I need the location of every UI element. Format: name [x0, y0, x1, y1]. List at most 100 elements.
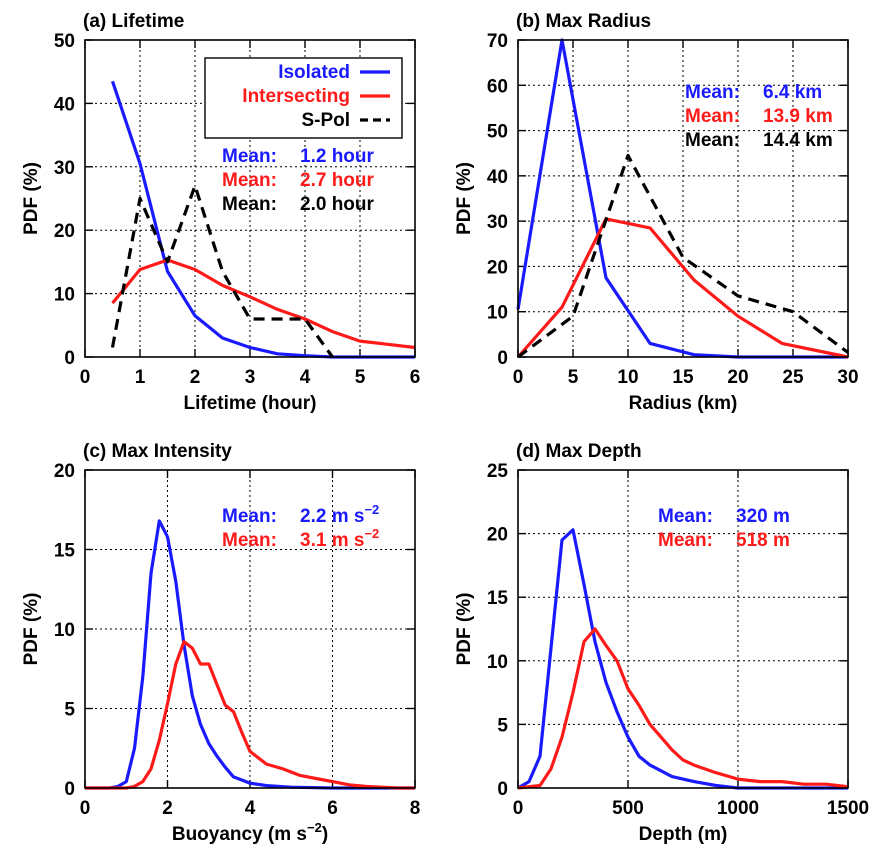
x-tick-label: 30	[837, 367, 858, 388]
x-tick-label: 15	[672, 367, 694, 388]
x-axis-label: Depth (m)	[639, 824, 728, 845]
x-tick-label: 2	[162, 798, 173, 819]
mean-value: 1.2 hour	[300, 146, 375, 167]
x-tick-label: 6	[410, 367, 421, 388]
chart-panel-1: 0 5 10 15 20 25 30 0 10 20 30 40 50 60 70 (b) Max Radiu…	[454, 11, 859, 414]
x-axis-label: Radius (km)	[629, 393, 738, 414]
mean-label: Mean:	[222, 530, 277, 551]
chart-title: (c) Max Intensity	[83, 441, 232, 462]
x-tick-label: 1	[135, 367, 146, 388]
mean-label: Mean:	[685, 130, 740, 151]
x-tick-label: 0	[513, 798, 524, 819]
y-tick-label: 30	[487, 212, 508, 233]
y-tick-label: 60	[487, 76, 508, 97]
plot-frame	[517, 39, 849, 358]
legend: Isolated Intersecting S-Pol	[204, 57, 403, 139]
series-line-isolated	[85, 519, 415, 790]
legend-label: Isolated	[278, 62, 350, 83]
mean-label: Mean:	[658, 530, 713, 551]
y-tick-label: 50	[54, 31, 75, 52]
mean-value: 2.2 m s−2	[300, 502, 379, 527]
y-tick-label: 20	[54, 461, 75, 482]
y-tick-label: 10	[54, 620, 75, 641]
series-line-isolated	[517, 528, 848, 790]
y-axis-label: PDF (%)	[21, 162, 42, 235]
x-tick-label: 2	[190, 367, 201, 388]
x-tick-label: 500	[612, 798, 644, 819]
mean-value: 6.4 km	[763, 82, 822, 103]
y-axis-label: PDF (%)	[454, 593, 475, 666]
y-tick-label: 40	[54, 94, 75, 115]
y-tick-label: 70	[487, 31, 508, 52]
x-tick-label: 6	[327, 798, 338, 819]
plot-frame	[84, 469, 416, 789]
y-tick-label: 25	[487, 461, 509, 482]
mean-label: Mean:	[222, 170, 277, 191]
x-axis-label: Buoyancy (m s−2)	[172, 820, 328, 845]
y-tick-label: 40	[487, 167, 508, 188]
series-line-s-pol	[110, 184, 334, 358]
series-line-intersecting	[85, 640, 415, 790]
y-tick-label: 0	[64, 348, 75, 369]
x-tick-label: 4	[300, 367, 311, 388]
y-tick-label: 30	[54, 158, 75, 179]
chart-panel-3: 0 500 1000 1500 0 5 10 15 20 25 (d) Max Depth Depth…	[454, 441, 869, 845]
x-axis-label: Lifetime (hour)	[184, 393, 317, 414]
y-tick-label: 20	[487, 525, 508, 546]
x-tick-label: 3	[245, 367, 256, 388]
legend-label: Intersecting	[242, 86, 350, 107]
x-tick-label: 8	[410, 798, 421, 819]
x-tick-label: 1000	[717, 798, 759, 819]
x-tick-label: 0	[513, 367, 524, 388]
x-tick-label: 0	[80, 367, 91, 388]
y-tick-label: 20	[487, 257, 508, 278]
y-tick-label: 15	[54, 541, 76, 562]
x-tick-label: 5	[568, 367, 579, 388]
mean-label: Mean:	[658, 506, 713, 527]
mean-value: 13.9 km	[763, 106, 833, 127]
series-line-intersecting	[517, 627, 849, 790]
mean-label: Mean:	[685, 106, 740, 127]
y-tick-label: 0	[64, 779, 75, 800]
chart-panel-0: 0 1 2 3 4 5 6 0 10 20 30 40 50 (a) Lifetime Lifetime (…	[21, 11, 420, 414]
plot-frame	[517, 469, 849, 789]
y-tick-label: 10	[54, 285, 75, 306]
mean-label: Mean:	[222, 194, 277, 215]
mean-label: Mean:	[685, 82, 740, 103]
mean-value: 2.0 hour	[300, 194, 375, 215]
chart-title: (b) Max Radius	[516, 11, 651, 32]
y-tick-label: 0	[497, 779, 508, 800]
y-tick-label: 0	[497, 348, 508, 369]
y-tick-label: 10	[487, 652, 508, 673]
y-tick-label: 15	[487, 588, 509, 609]
mean-value: 320 m	[736, 506, 790, 527]
x-tick-label: 4	[245, 798, 256, 819]
y-tick-label: 20	[54, 221, 75, 242]
y-axis-label: PDF (%)	[454, 162, 475, 235]
series-line-intersecting	[111, 258, 416, 350]
y-tick-label: 50	[487, 122, 508, 143]
x-tick-label: 25	[782, 367, 804, 388]
chart-title: (d) Max Depth	[516, 441, 642, 462]
mean-value: 2.7 hour	[300, 170, 375, 191]
x-tick-label: 10	[617, 367, 638, 388]
chart-panel-2: 0 2 4 6 8 0 5 10 15 20 (c) Max Intensity Buoyancy (…	[21, 441, 420, 845]
mean-label: Mean:	[222, 146, 277, 167]
x-tick-label: 5	[355, 367, 366, 388]
series-line-s-pol	[517, 153, 849, 359]
y-tick-label: 10	[487, 303, 508, 324]
legend-label: S-Pol	[301, 110, 350, 131]
series-line-intersecting	[516, 217, 849, 359]
x-tick-label: 1500	[827, 798, 869, 819]
mean-value: 518 m	[736, 530, 790, 551]
plot-frame	[84, 39, 416, 358]
mean-label: Mean:	[222, 506, 277, 527]
mean-value: 3.1 m s−2	[300, 526, 379, 551]
x-tick-label: 20	[727, 367, 748, 388]
y-tick-label: 5	[64, 700, 75, 721]
chart-title: (a) Lifetime	[83, 11, 184, 32]
y-tick-label: 5	[497, 715, 508, 736]
y-axis-label: PDF (%)	[21, 593, 42, 666]
x-tick-label: 0	[80, 798, 91, 819]
